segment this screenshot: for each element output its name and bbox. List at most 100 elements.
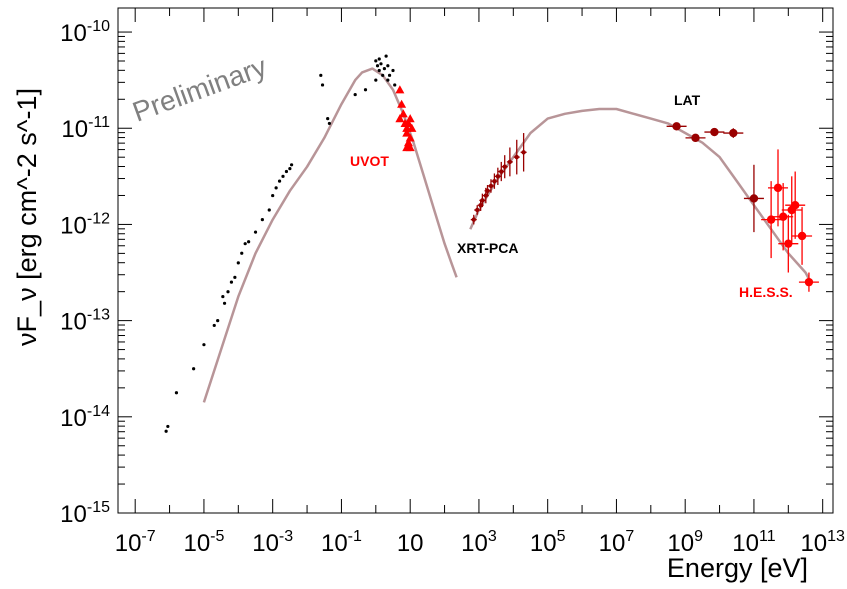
data-point xyxy=(326,117,330,121)
data-point xyxy=(672,122,681,131)
y-axis-label: νF_ν [erg cm^-2 s^-1] xyxy=(12,88,42,346)
data-point xyxy=(495,174,501,179)
data-point xyxy=(766,215,776,224)
data-point xyxy=(398,109,408,118)
data-point xyxy=(395,85,405,94)
data-point xyxy=(277,179,282,183)
data-point xyxy=(384,54,388,58)
data-point xyxy=(174,391,179,395)
data-series xyxy=(164,54,819,433)
data-point xyxy=(749,194,759,203)
data-point xyxy=(502,164,507,169)
series-lat xyxy=(666,122,764,233)
axis-ticks xyxy=(118,8,833,514)
data-point xyxy=(710,127,719,137)
series-xrt-pca xyxy=(470,133,527,225)
data-point xyxy=(382,67,387,71)
y-tick-label: 10-15 xyxy=(60,499,110,528)
data-point xyxy=(391,68,395,73)
y-tick-labels: 10-15 10-14 10-13 10-12 10-11 10-10 xyxy=(60,18,110,528)
data-point xyxy=(202,343,206,347)
data-point xyxy=(403,118,413,128)
x-tick-label: 105 xyxy=(530,528,566,557)
data-point xyxy=(471,217,476,222)
x-tick-label: 10-5 xyxy=(183,528,224,557)
x-tick-label: 10-1 xyxy=(321,528,362,557)
data-point xyxy=(377,68,381,73)
series-uvot xyxy=(395,85,417,152)
data-point xyxy=(393,83,397,87)
data-point xyxy=(386,64,390,68)
data-point xyxy=(492,178,497,184)
model-curve-0 xyxy=(202,67,458,403)
data-point xyxy=(327,121,332,126)
data-point xyxy=(499,169,504,174)
data-point xyxy=(222,301,227,305)
data-point xyxy=(405,114,415,123)
data-point xyxy=(320,83,325,87)
model-curves xyxy=(202,67,812,403)
xrt-pca-label: XRT-PCA xyxy=(457,240,518,256)
data-point xyxy=(729,128,738,138)
data-point xyxy=(274,186,278,190)
x-tick-label: 10-7 xyxy=(115,528,156,557)
lat-label: LAT xyxy=(674,92,701,108)
data-point xyxy=(240,251,244,255)
data-point xyxy=(267,208,271,212)
y-tick-label: 10-12 xyxy=(60,210,110,239)
data-point xyxy=(790,200,800,210)
series-optical-radio-black-points- xyxy=(164,54,397,433)
plot-frame xyxy=(117,7,834,514)
data-point xyxy=(375,64,380,68)
data-point xyxy=(271,193,275,198)
data-point xyxy=(281,174,285,178)
data-point xyxy=(164,429,168,433)
data-point xyxy=(226,290,230,294)
data-point xyxy=(381,73,385,77)
data-point xyxy=(521,150,526,155)
data-point xyxy=(395,114,405,123)
data-point xyxy=(216,319,220,323)
preliminary-watermark: Preliminary xyxy=(128,51,270,128)
x-axis-label: Energy [eV] xyxy=(667,553,808,583)
model-curve-1 xyxy=(469,107,812,283)
data-point xyxy=(475,207,480,213)
y-tick-label: 10-14 xyxy=(60,403,110,432)
data-point xyxy=(229,280,234,284)
x-tick-label: 109 xyxy=(667,528,703,557)
data-point xyxy=(284,169,289,174)
data-point xyxy=(319,73,323,77)
data-point xyxy=(407,123,417,132)
data-point xyxy=(247,240,251,244)
data-point xyxy=(166,424,170,429)
data-point xyxy=(773,183,783,193)
y-tick-label: 10-11 xyxy=(61,114,110,143)
x-tick-label: 107 xyxy=(599,528,635,557)
x-tick-label: 10 xyxy=(397,530,424,557)
data-point xyxy=(507,159,513,165)
data-point xyxy=(485,188,490,193)
x-tick-label: 1013 xyxy=(800,528,845,557)
data-point xyxy=(377,57,381,61)
data-point xyxy=(804,277,814,287)
uvot-label: UVOT xyxy=(350,153,389,169)
data-point xyxy=(797,231,807,241)
y-tick-label: 10-10 xyxy=(60,18,110,47)
data-point xyxy=(397,99,407,108)
hess-label: H.E.S.S. xyxy=(739,284,793,300)
x-tick-labels: 10-7 10-5 10-3 10-1 10 103 105 107 109 1011 1013 xyxy=(115,528,845,557)
data-point xyxy=(260,218,264,222)
data-point xyxy=(253,230,258,234)
data-point xyxy=(236,261,240,265)
series-h-e-s-s- xyxy=(761,149,819,292)
data-point xyxy=(514,154,519,160)
data-point xyxy=(480,198,485,203)
data-point xyxy=(387,73,392,77)
y-tick-label: 10-13 xyxy=(60,307,110,336)
data-point xyxy=(289,163,294,167)
data-point xyxy=(363,88,368,92)
data-point xyxy=(192,367,196,371)
data-point xyxy=(288,167,292,171)
